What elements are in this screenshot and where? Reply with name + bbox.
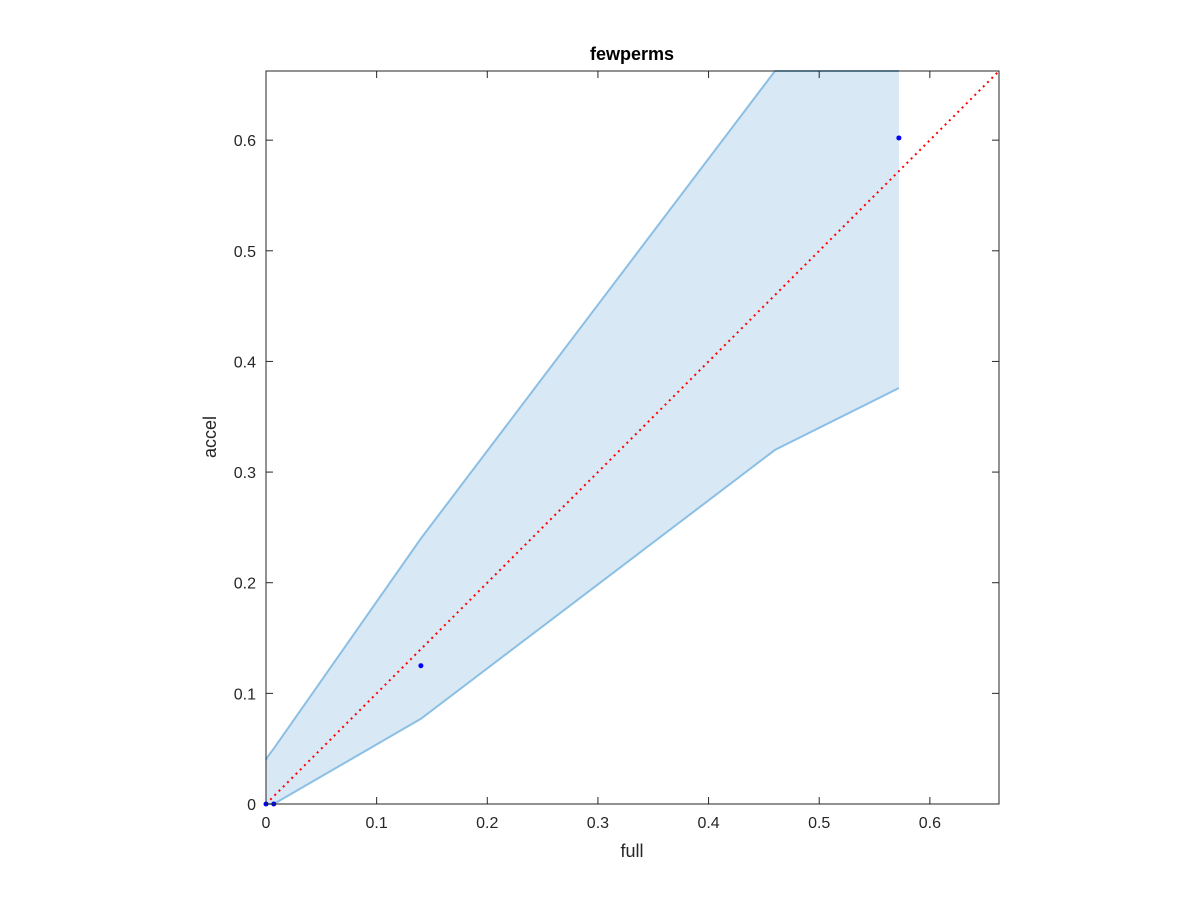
y-tick-label: 0.5: [234, 244, 256, 261]
confidence-band: [265, 70, 900, 805]
x-tick-label: 0.5: [808, 815, 830, 832]
band-fill: [266, 71, 899, 804]
y-axis-label: accel: [200, 416, 220, 458]
y-tick-label: 0: [247, 797, 256, 814]
y-tick-label: 0.2: [234, 576, 256, 593]
y-tick-label: 0.3: [234, 465, 256, 482]
data-point: [896, 135, 902, 141]
x-tick-label: 0.1: [366, 815, 388, 832]
x-axis-ticks: 0 0.1 0.2 0.3 0.4 0.5 0.6: [262, 71, 941, 832]
x-tick-label: 0.2: [476, 815, 498, 832]
x-tick-label: 0.3: [587, 815, 609, 832]
y-tick-label: 0.6: [234, 133, 256, 150]
plot-frame: [265, 70, 1000, 805]
y-tick-label: 0.1: [234, 686, 256, 703]
x-tick-label: 0.6: [919, 815, 941, 832]
chart-title: fewperms: [590, 44, 674, 64]
x-tick-label: 0.4: [697, 815, 719, 832]
x-tick-label: 0: [262, 815, 271, 832]
x-axis-label: full: [620, 841, 643, 861]
y-tick-label: 0.4: [234, 354, 256, 371]
y-axis-ticks: 0 0.1 0.2 0.3 0.4 0.5 0.6: [234, 133, 999, 814]
data-point: [418, 663, 424, 669]
